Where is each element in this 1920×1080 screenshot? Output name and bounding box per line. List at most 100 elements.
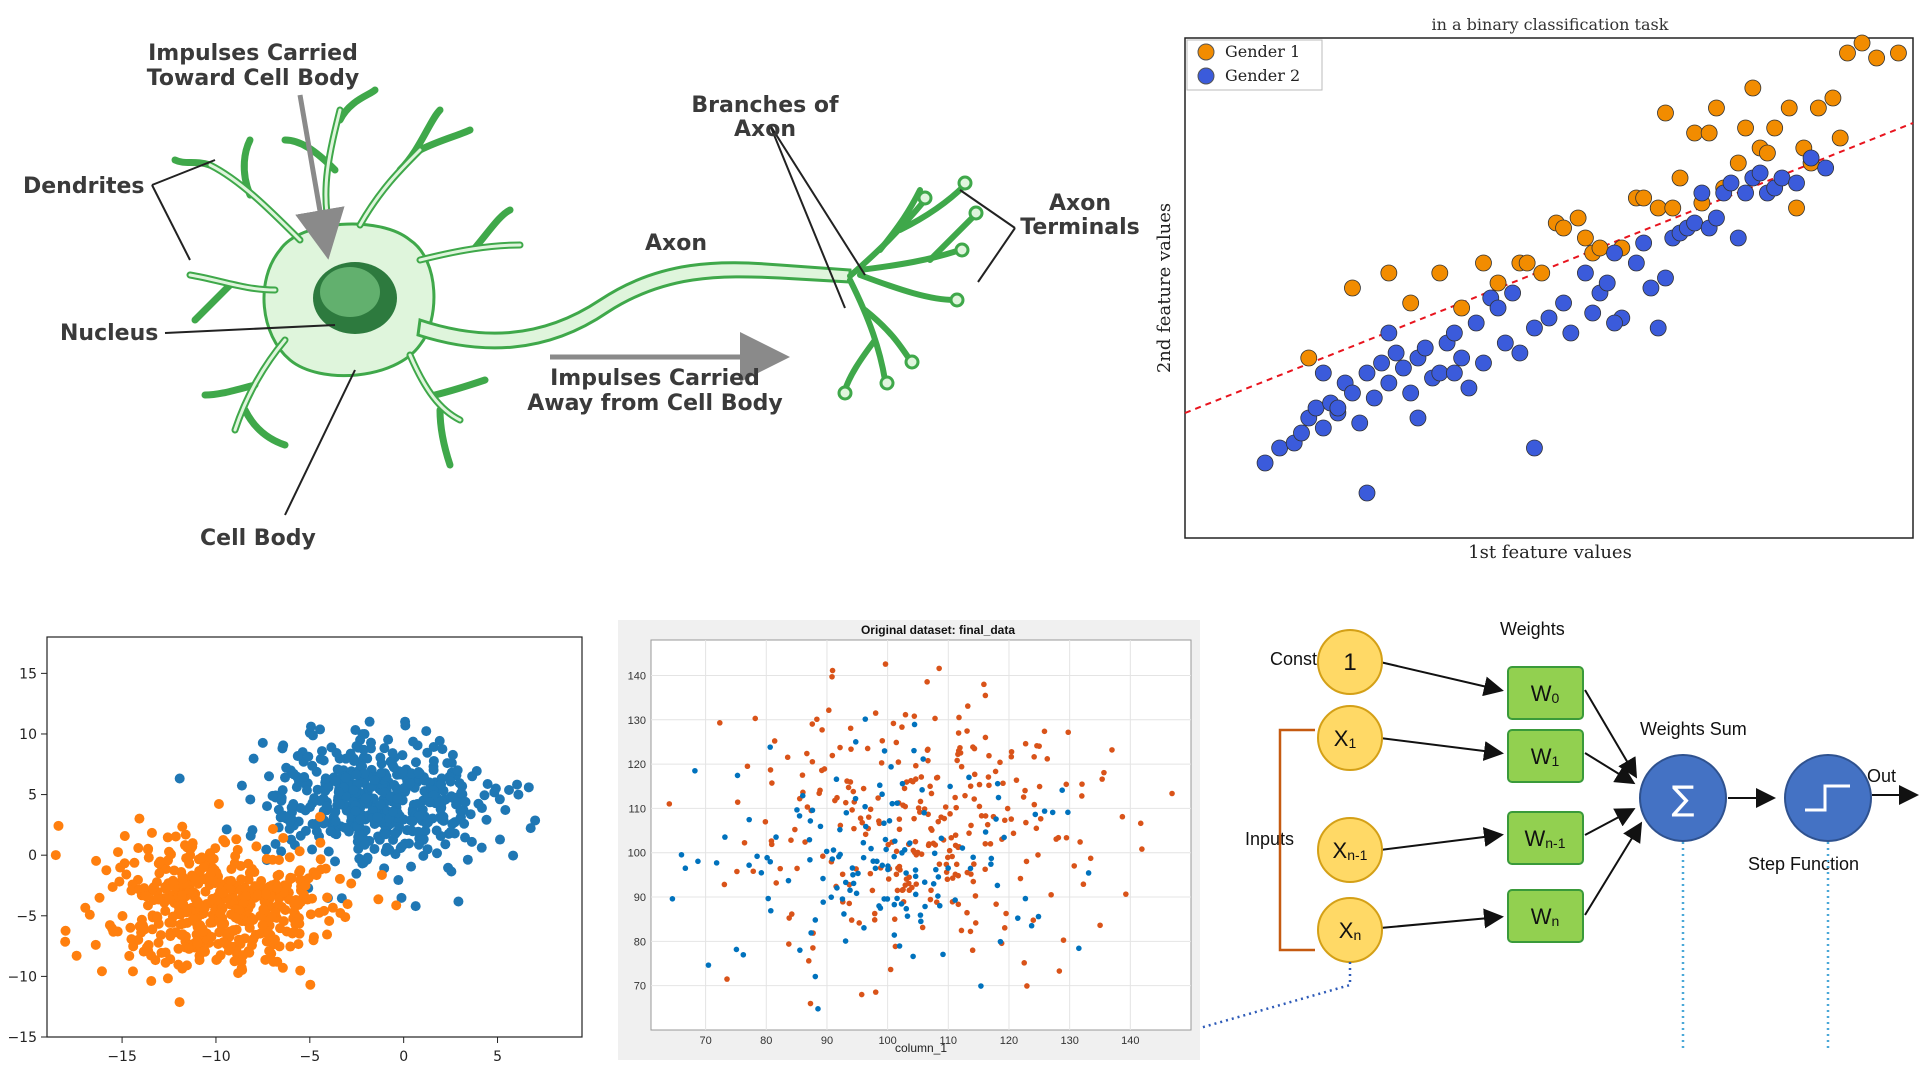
data-point-cluster-2: [96, 966, 107, 977]
weight-wn-1: Wn-1: [1507, 811, 1584, 865]
data-point-cluster-1: [452, 797, 463, 808]
data-point-gender-2: [1642, 279, 1660, 297]
legend-marker-gender-2: [1197, 67, 1215, 85]
data-point-cluster-2: [181, 907, 192, 918]
arrow-toward: [295, 94, 345, 260]
data-point-series-2: [754, 853, 760, 860]
data-point-gender-1: [1555, 219, 1572, 237]
data-point-series-2: [920, 756, 926, 762]
data-point-gender-2: [1576, 264, 1594, 282]
y-tick-label: −10: [7, 969, 37, 985]
data-point-cluster-2: [147, 924, 158, 935]
data-point-series-1: [971, 796, 978, 802]
data-point-series-1: [928, 887, 934, 894]
data-point-series-2: [740, 951, 747, 958]
svg-text:X1: X1: [1334, 726, 1357, 751]
data-point-series-1: [799, 772, 806, 778]
data-point-cluster-1: [362, 852, 373, 863]
data-point-cluster-2: [80, 902, 91, 913]
data-point-cluster-1: [330, 776, 341, 787]
data-point-cluster-2: [155, 930, 166, 941]
data-point-gender-2: [1686, 214, 1703, 232]
data-point-cluster-2: [60, 936, 71, 947]
data-point-cluster-2: [294, 846, 305, 857]
data-point-gender-1: [1591, 239, 1609, 257]
data-point-series-2: [936, 902, 943, 909]
data-point-cluster-2: [153, 858, 164, 869]
data-point-series-2: [1049, 809, 1056, 816]
data-point-cluster-1: [434, 797, 445, 808]
data-point-cluster-1: [523, 782, 534, 793]
data-point-cluster-1: [307, 818, 318, 829]
data-point-cluster-2: [376, 869, 387, 880]
data-point-series-1: [734, 868, 740, 875]
label-branches-1: Branches of: [691, 93, 839, 118]
data-point-cluster-2: [133, 843, 144, 854]
data-point-cluster-2: [112, 847, 123, 858]
data-point-series-1: [1036, 783, 1043, 790]
data-point-series-2: [842, 879, 849, 886]
data-point-cluster-1: [389, 779, 400, 790]
data-point-series-2: [879, 862, 886, 869]
data-point-series-2: [930, 880, 937, 887]
data-point-series-2: [912, 873, 919, 880]
data-point-cluster-2: [169, 865, 180, 876]
data-point-series-2: [994, 780, 1001, 787]
data-point-gender-1: [1686, 124, 1703, 142]
data-point-series-1: [955, 730, 962, 736]
data-point-cluster-1: [434, 735, 445, 746]
arrow-x1-w1: [1379, 737, 1504, 761]
data-point-cluster-1: [412, 798, 423, 809]
data-point-cluster-2: [315, 811, 326, 822]
data-point-cluster-1: [262, 801, 273, 812]
weight-wn: Wn: [1507, 889, 1584, 943]
data-point-series-1: [900, 886, 906, 893]
data-point-series-2: [935, 893, 941, 899]
data-point-gender-2: [1409, 409, 1427, 427]
data-point-series-1: [867, 870, 874, 877]
data-point-series-2: [713, 860, 720, 866]
data-point-cluster-2: [260, 954, 271, 965]
data-point-cluster-1: [323, 782, 334, 793]
data-point-series-1: [875, 795, 881, 801]
x-tick-label: 110: [940, 1035, 958, 1047]
data-point-series-2: [903, 905, 910, 912]
data-point-gender-1: [1569, 209, 1587, 227]
data-point-series-2: [919, 787, 925, 793]
data-point-cluster-1: [400, 716, 411, 727]
data-point-series-2: [850, 871, 856, 878]
data-point-series-2: [862, 803, 868, 810]
data-point-cluster-1: [508, 850, 519, 861]
data-point-cluster-2: [173, 959, 184, 970]
legend: Gender 1 Gender 2: [1186, 39, 1323, 91]
data-point-series-2: [891, 901, 898, 908]
data-point-series-1: [972, 920, 979, 926]
data-point-series-1: [946, 847, 953, 854]
data-point-series-1: [976, 781, 983, 788]
data-point-series-2: [860, 839, 867, 846]
data-point-cluster-2: [184, 858, 195, 869]
data-point-series-1: [982, 692, 989, 699]
data-point-series-2: [982, 829, 989, 835]
data-point-cluster-2: [184, 943, 195, 954]
data-point-series-2: [830, 847, 837, 853]
data-point-cluster-1: [276, 846, 287, 857]
data-point-series-2: [767, 744, 773, 750]
y-axis-label: 2nd feature values: [1154, 203, 1175, 373]
data-point-series-1: [1037, 815, 1044, 822]
data-point-series-1: [856, 920, 863, 926]
data-point-series-1: [927, 783, 933, 790]
data-point-series-2: [988, 861, 994, 867]
data-point-series-1: [968, 822, 974, 829]
data-point-gender-2: [1351, 414, 1369, 432]
data-point-gender-1: [1766, 119, 1784, 137]
y-tick-label: 100: [628, 848, 646, 860]
data-point-cluster-2: [237, 965, 248, 976]
data-point-cluster-1: [292, 751, 303, 762]
data-point-cluster-1: [360, 793, 371, 804]
data-point-series-2: [860, 854, 867, 861]
data-point-series-2: [692, 767, 698, 774]
data-point-cluster-1: [311, 826, 322, 837]
data-point-gender-2: [1584, 304, 1602, 322]
data-point-series-2: [855, 870, 861, 877]
